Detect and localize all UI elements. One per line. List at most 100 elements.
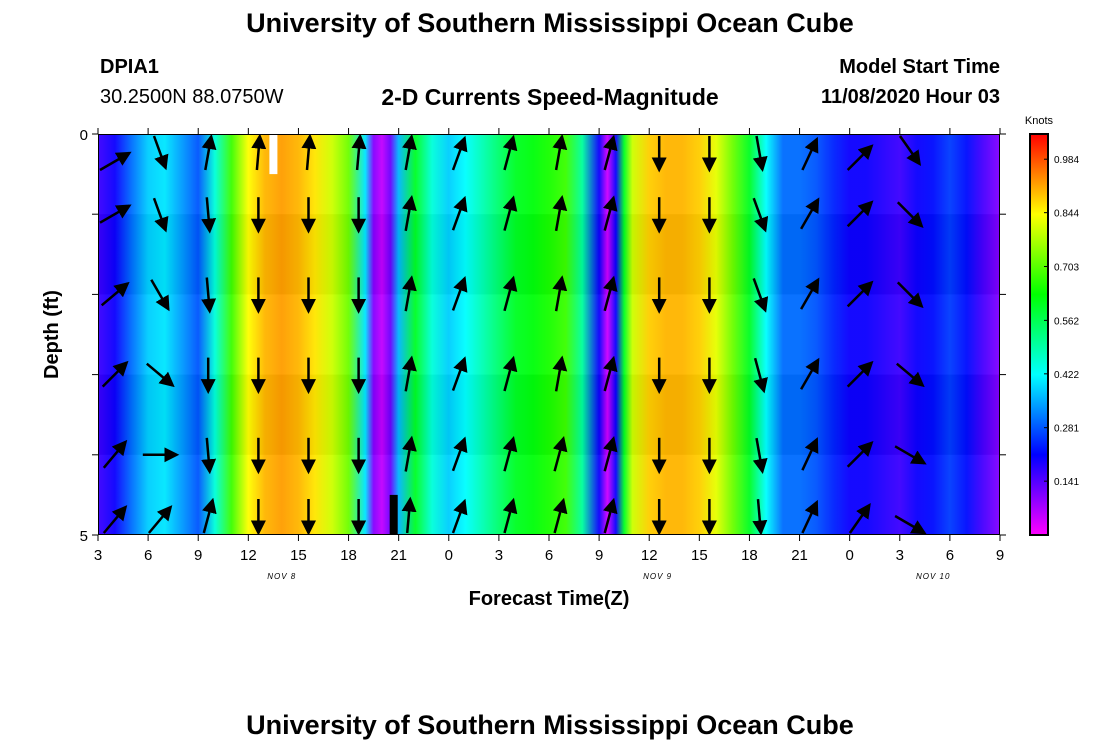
current-vector bbox=[603, 497, 618, 534]
station-id: DPIA1 bbox=[100, 56, 159, 78]
current-vector bbox=[402, 355, 417, 392]
current-vector bbox=[152, 197, 169, 233]
current-vector bbox=[502, 195, 518, 231]
y-axis-label: Depth (ft) bbox=[41, 290, 63, 379]
current-vector bbox=[603, 195, 618, 231]
current-vector bbox=[895, 362, 925, 388]
current-vector bbox=[848, 503, 871, 534]
current-vector bbox=[451, 195, 468, 231]
plot-title: 2-D Currents Speed-Magnitude bbox=[381, 84, 719, 110]
depth-layer-band bbox=[98, 214, 1000, 295]
x-tick-label: 9 bbox=[595, 547, 603, 564]
model-start-value: 11/08/2020 Hour 03 bbox=[820, 86, 1000, 108]
x-tick-label: 12 bbox=[641, 547, 658, 564]
current-vector bbox=[896, 201, 924, 228]
current-vector bbox=[846, 441, 874, 468]
current-vector bbox=[451, 436, 468, 472]
current-vector bbox=[502, 435, 518, 472]
current-vector bbox=[603, 134, 618, 171]
current-vector bbox=[603, 435, 618, 472]
colorbar-tick-label: 0.703 bbox=[1054, 263, 1079, 274]
current-vector bbox=[846, 144, 874, 171]
current-vector bbox=[201, 277, 217, 314]
current-vector bbox=[201, 437, 217, 475]
current-vector bbox=[451, 276, 468, 311]
x-tick-label: 6 bbox=[144, 547, 152, 564]
x-tick-label: 0 bbox=[845, 547, 853, 564]
current-vector bbox=[846, 280, 874, 308]
colorbar-tick-label: 0.984 bbox=[1054, 155, 1079, 166]
current-vector bbox=[752, 135, 768, 172]
depth-layer-band bbox=[98, 294, 1000, 375]
current-vector bbox=[451, 356, 468, 392]
date-label: NOV 10 bbox=[916, 572, 950, 581]
current-vector bbox=[552, 355, 568, 392]
current-vector bbox=[896, 281, 924, 309]
current-vector bbox=[402, 435, 417, 472]
x-tick-label: 18 bbox=[741, 547, 758, 564]
colorbar-label: Knots bbox=[1025, 115, 1054, 127]
current-vector bbox=[101, 360, 129, 388]
current-vector bbox=[451, 135, 468, 171]
x-tick-label: 21 bbox=[390, 547, 407, 564]
data-marker bbox=[269, 134, 278, 175]
current-vector bbox=[147, 505, 173, 534]
current-vector bbox=[552, 134, 568, 171]
heatmap-svg bbox=[98, 134, 1000, 535]
x-tick-label: 6 bbox=[545, 547, 553, 564]
x-tick-label: 12 bbox=[240, 547, 257, 564]
x-tick-label: 18 bbox=[340, 547, 357, 564]
current-vector bbox=[552, 435, 568, 472]
current-vector bbox=[402, 195, 417, 232]
current-vector bbox=[251, 134, 267, 171]
x-tick-label: 21 bbox=[791, 547, 808, 564]
colorbar bbox=[1029, 133, 1049, 536]
colorbar-tick-label: 0.562 bbox=[1054, 316, 1079, 327]
current-vector bbox=[800, 197, 820, 230]
current-vector bbox=[502, 497, 518, 534]
current-vector bbox=[150, 279, 170, 312]
current-vector bbox=[800, 277, 820, 310]
speed-field bbox=[98, 134, 1000, 535]
x-tick-label: 9 bbox=[996, 547, 1004, 564]
current-vector bbox=[752, 437, 768, 474]
colorbar-tick-label: 0.281 bbox=[1054, 424, 1079, 435]
current-vector bbox=[502, 275, 518, 312]
current-vector bbox=[451, 498, 468, 534]
current-vector bbox=[752, 277, 769, 313]
current-vector bbox=[502, 134, 518, 171]
current-vector bbox=[801, 437, 819, 471]
x-tick-label: 0 bbox=[445, 547, 453, 564]
current-vector bbox=[100, 281, 130, 307]
depth-layer-band bbox=[98, 454, 1000, 535]
current-vector bbox=[102, 439, 128, 469]
current-vector bbox=[145, 362, 175, 388]
current-vector bbox=[102, 505, 128, 534]
current-vector bbox=[99, 204, 132, 224]
x-tick-label: 9 bbox=[194, 547, 202, 564]
colorbar-tick-label: 0.422 bbox=[1054, 370, 1079, 381]
current-vector bbox=[301, 134, 317, 171]
current-vector bbox=[552, 497, 568, 534]
current-vector bbox=[603, 275, 618, 312]
depth-layer-band bbox=[98, 374, 1000, 455]
date-label: NOV 9 bbox=[643, 572, 672, 581]
current-vector bbox=[402, 134, 417, 171]
current-vector bbox=[152, 135, 169, 171]
current-vector bbox=[753, 357, 768, 394]
current-vector bbox=[401, 496, 417, 534]
x-tick-label: 15 bbox=[290, 547, 307, 564]
current-vector bbox=[800, 357, 820, 390]
station-coords: 30.2500N 88.0750W bbox=[100, 86, 284, 108]
x-tick-label: 3 bbox=[94, 547, 102, 564]
current-vector bbox=[552, 195, 568, 232]
current-vector bbox=[752, 197, 769, 233]
current-vector bbox=[846, 200, 874, 228]
current-vector bbox=[603, 355, 618, 392]
colorbar-tick-label: 0.844 bbox=[1054, 209, 1079, 220]
current-vector bbox=[202, 497, 217, 534]
current-vector bbox=[99, 151, 132, 172]
current-vector bbox=[898, 135, 922, 166]
current-vector bbox=[801, 499, 819, 534]
x-tick-label: 15 bbox=[691, 547, 708, 564]
